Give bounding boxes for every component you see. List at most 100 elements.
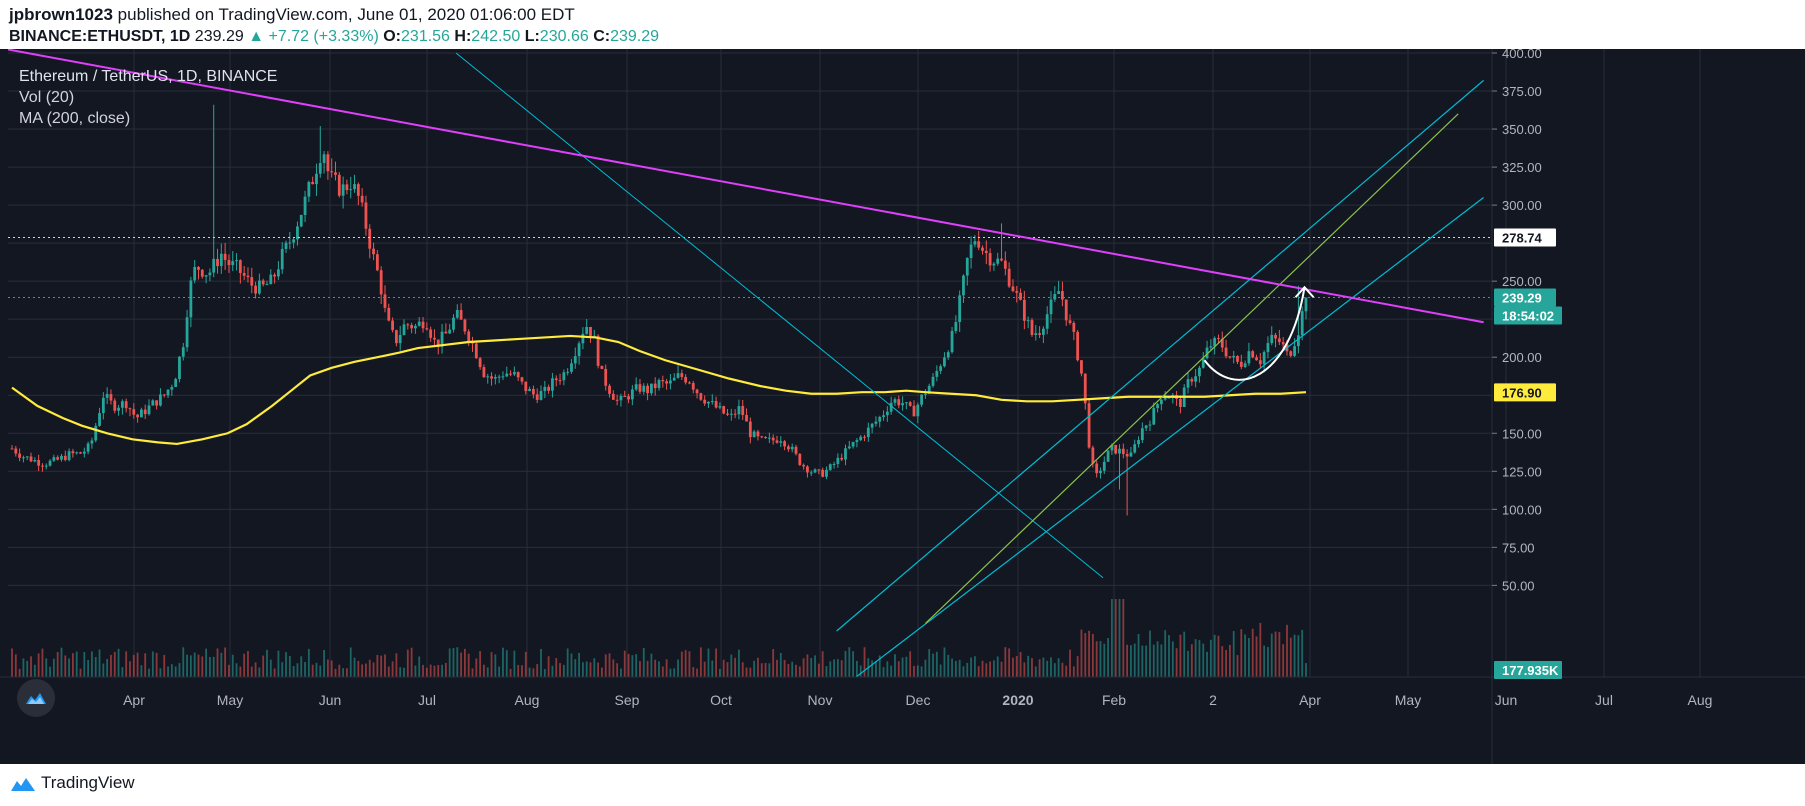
candle-body: [56, 457, 60, 460]
volume-bar: [658, 661, 660, 677]
volume-bar: [840, 660, 843, 677]
volume-bar: [1297, 635, 1300, 677]
chart-legend: Ethereum / TetherUS, 1D, BINANCE Vol (20…: [19, 66, 277, 129]
green-trendline: [924, 113, 1459, 624]
candle-body: [543, 386, 547, 392]
x-tick-label: Aug: [1688, 692, 1713, 708]
legend-volume[interactable]: Vol (20): [19, 89, 75, 106]
volume-bar: [471, 668, 474, 677]
volume-bar: [939, 664, 942, 677]
volume-bar: [1080, 629, 1083, 677]
candle-body: [1232, 355, 1236, 358]
candle-body: [212, 258, 216, 273]
volume-bar: [894, 654, 896, 677]
legend-title[interactable]: Ethereum / TetherUS, 1D, BINANCE: [19, 68, 278, 85]
candle-body: [1133, 444, 1137, 453]
candle-body: [802, 464, 806, 467]
candle-body: [337, 174, 341, 196]
legend-ma[interactable]: MA (200, close): [19, 110, 131, 127]
volume-bar: [1194, 639, 1197, 677]
candle-body: [1209, 346, 1213, 348]
volume-bar: [311, 664, 314, 677]
volume-bar: [616, 663, 619, 677]
candle-body: [684, 376, 688, 383]
volume-bar: [1217, 635, 1220, 677]
channel-upper-line: [836, 79, 1484, 632]
volume-bar: [947, 654, 950, 677]
candle-body: [128, 408, 132, 410]
candle-body: [981, 247, 984, 251]
volume-bar: [1031, 658, 1033, 677]
volume-bar: [1012, 657, 1014, 677]
candle-body: [756, 431, 760, 437]
candle-body: [433, 337, 436, 340]
volume-bar: [60, 647, 63, 677]
volume-bar: [821, 651, 824, 677]
candle-body: [1255, 357, 1258, 361]
volume-bar: [1270, 633, 1273, 677]
volume-bar: [113, 651, 116, 677]
volume-bar: [581, 662, 584, 677]
candle-body: [566, 371, 570, 373]
volume-bar: [174, 666, 177, 677]
footer-brand[interactable]: TradingView: [41, 773, 135, 792]
candle-body: [935, 370, 939, 377]
candle-body: [787, 446, 790, 450]
candle-body: [22, 457, 25, 459]
candle-body: [284, 242, 288, 249]
candle-body: [532, 388, 535, 395]
candle-body: [223, 253, 227, 260]
price-chart[interactable]: 50.00 75.00 100.00 125.00 150.00 200.00 250.00…: [0, 49, 1805, 764]
volume-bar: [368, 659, 371, 677]
volume-bar: [730, 654, 733, 677]
candle-body: [170, 386, 174, 390]
volume-bar: [486, 667, 489, 677]
candle-body: [250, 277, 254, 286]
candle-body: [311, 181, 315, 185]
x-tick-label: Dec: [906, 692, 931, 708]
candle-body: [105, 394, 109, 398]
candle-body: [296, 226, 299, 240]
volume-bar: [346, 668, 348, 677]
volume-bar: [387, 666, 390, 677]
candle-body: [452, 317, 455, 330]
volume-bar: [890, 665, 893, 677]
candle-body: [1011, 286, 1015, 292]
volume-bar: [250, 666, 253, 677]
candle-body: [1274, 334, 1277, 339]
volume-bar: [1244, 634, 1247, 677]
volume-bar: [49, 666, 51, 677]
volume-bar: [791, 661, 794, 677]
volume-bar: [1038, 659, 1041, 677]
candle-body: [996, 258, 1000, 264]
candle-body: [642, 385, 646, 392]
volume-bar: [1015, 656, 1018, 677]
candle-body: [539, 391, 543, 400]
candle-body: [924, 393, 927, 395]
chart-panel[interactable]: 50.00 75.00 100.00 125.00 150.00 200.00 250.00…: [0, 49, 1805, 764]
candle-body: [901, 403, 904, 406]
volume-bar: [635, 654, 638, 677]
volume-bar: [22, 658, 25, 677]
symbol-name[interactable]: BINANCE:ETHUSDT, 1D: [9, 28, 191, 45]
price-badge-ma: [1494, 383, 1556, 402]
volume-bar: [1305, 663, 1307, 677]
candle-body: [878, 416, 882, 422]
publisher-username[interactable]: jpbrown1023: [9, 5, 113, 24]
volume-bar: [91, 651, 93, 677]
candle-body: [1053, 293, 1057, 300]
candle-body: [1022, 299, 1026, 321]
candle-body: [322, 154, 326, 164]
candle-body: [1007, 268, 1011, 287]
candle-body: [1262, 352, 1266, 365]
candle-body: [916, 404, 920, 417]
candle-body: [806, 466, 809, 473]
tradingview-chart-logo[interactable]: [17, 679, 55, 717]
volume-bar: [83, 652, 86, 677]
volume-bar: [433, 665, 436, 677]
volume-bar: [1027, 655, 1030, 677]
volume-bar: [802, 658, 805, 677]
volume-bar: [951, 658, 953, 677]
candle-body: [166, 389, 170, 396]
volume-bar: [856, 660, 858, 677]
